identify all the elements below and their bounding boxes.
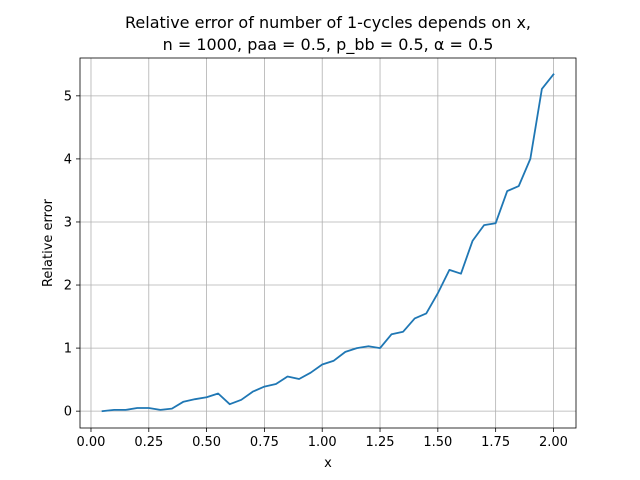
y-axis-ticks: 0 1 2 3 4 5 (64, 89, 80, 420)
y-tick-label: 5 (64, 89, 72, 104)
chart-title-line2: n = 1000, paa = 0.5, p_bb = 0.5, α = 0.5 (163, 35, 494, 55)
x-tick-label: 1.75 (481, 435, 510, 450)
series-line (101, 73, 555, 413)
x-tick-label: 1.25 (366, 435, 395, 450)
x-tick-label: 0.25 (134, 435, 163, 450)
x-axis-ticks: 0.00 0.25 0.50 0.75 1.00 1.25 1.50 1.75 2.00 (77, 428, 568, 450)
x-tick-label: 1.00 (308, 435, 337, 450)
grid (80, 58, 576, 428)
y-axis-label: Relative error (41, 198, 56, 287)
y-tick-label: 0 (64, 405, 72, 420)
y-tick-label: 1 (64, 342, 72, 357)
x-tick-label: 1.50 (423, 435, 452, 450)
x-tick-label: 0.00 (77, 435, 106, 450)
series-layer (101, 73, 555, 413)
x-tick-label: 0.50 (192, 435, 221, 450)
x-axis-label: x (324, 456, 332, 471)
y-tick-label: 3 (64, 215, 72, 230)
x-tick-label: 0.75 (250, 435, 279, 450)
plot-frame (79, 57, 577, 429)
y-tick-label: 2 (64, 279, 72, 294)
y-tick-label: 4 (64, 152, 72, 167)
x-tick-label: 2.00 (539, 435, 568, 450)
chart-title-line1: Relative error of number of 1-cycles dep… (125, 13, 531, 32)
